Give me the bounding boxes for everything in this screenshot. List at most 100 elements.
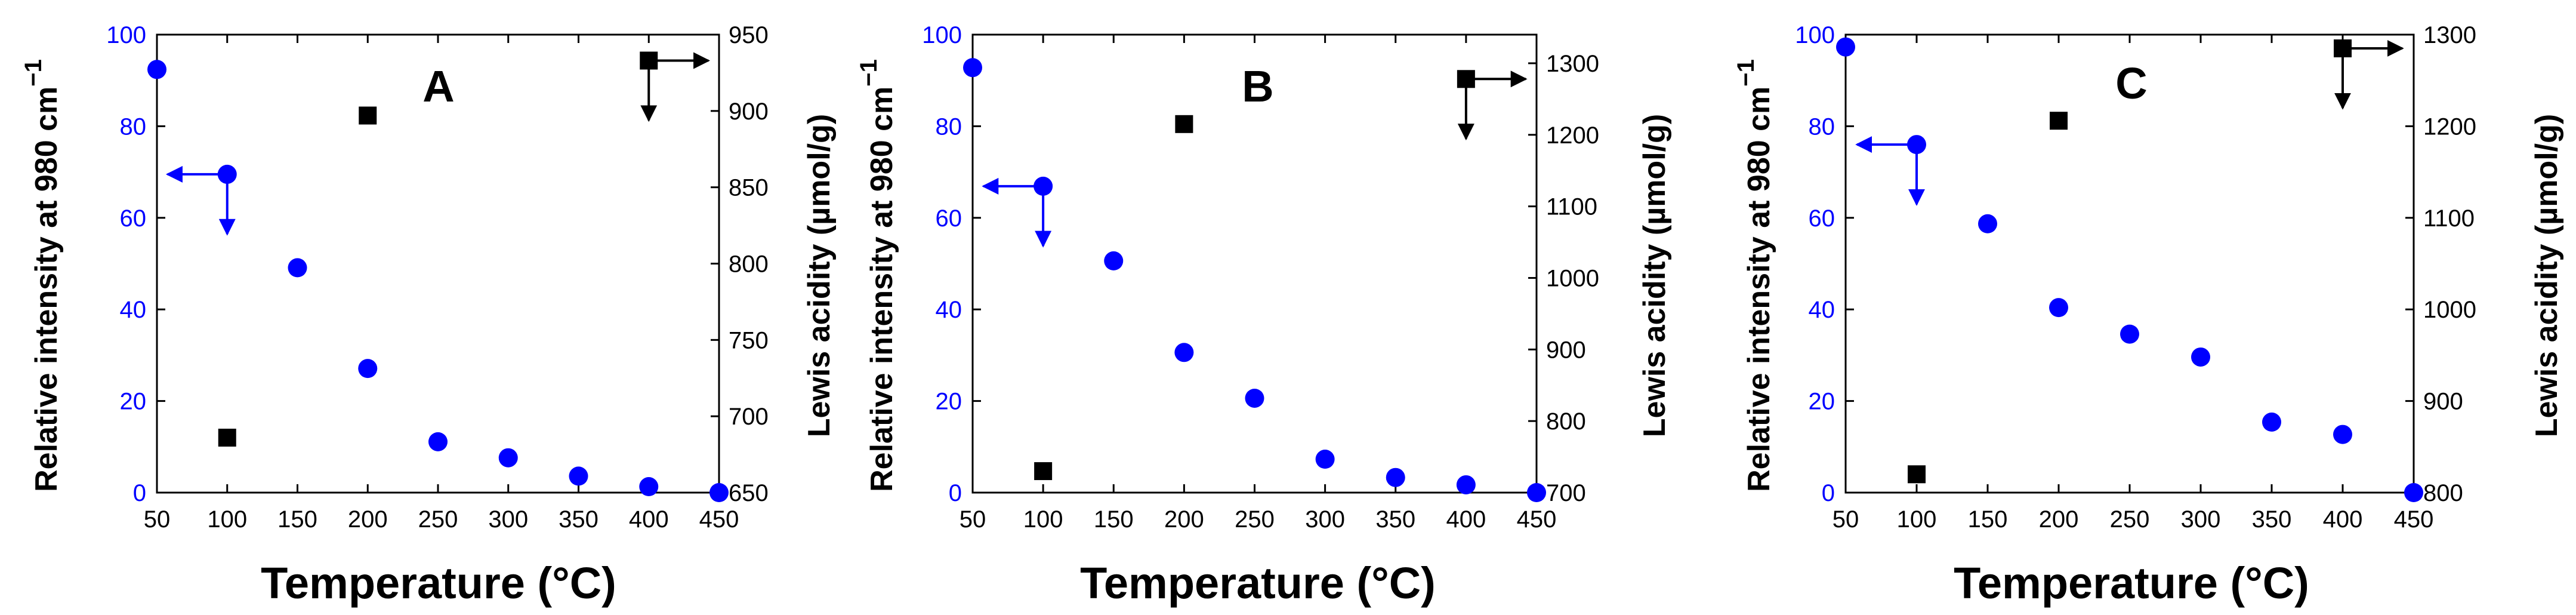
- relative-intensity-point: [963, 58, 982, 78]
- x-tick-label: 450: [699, 506, 739, 533]
- y-left-axis-title-text: Relative intensity at 980 cm: [29, 87, 64, 492]
- x-tick-label: 300: [488, 506, 528, 533]
- x-tick-label: 350: [559, 506, 599, 533]
- x-tick-label: 450: [1517, 506, 1557, 533]
- y-right-tick-label: 700: [1546, 480, 1586, 506]
- y-left-tick-label: 0: [1822, 480, 1835, 506]
- x-tick-label: 450: [2394, 506, 2434, 533]
- relative-intensity-point: [1386, 468, 1405, 487]
- chart-panel-c: 50 100 150 200 250 300 350 400 450 0 20 40 60 80 100 80…: [1733, 22, 2564, 608]
- y-left-axis-title-text: Relative intensity at 980 cm: [1742, 87, 1776, 492]
- x-tick-label: 350: [1375, 506, 1415, 533]
- y-left-tick-label: 100: [922, 22, 962, 48]
- y-left-tick-label: 100: [1795, 22, 1835, 48]
- relative-intensity-point: [1174, 343, 1194, 362]
- relative-intensity-point: [1245, 388, 1264, 408]
- lewis-acidity-point: [359, 106, 377, 125]
- relative-intensity-point: [1527, 483, 1546, 502]
- y-right-tick-label: 1200: [1546, 122, 1599, 149]
- y-right-tick-label: 750: [729, 327, 769, 353]
- relative-intensity-point: [2262, 412, 2281, 432]
- relative-intensity-point: [639, 477, 659, 497]
- y-left-axis-title-superscript: −1: [856, 59, 882, 87]
- y-right-tick-label: 700: [729, 404, 769, 430]
- x-axis-title: Temperature (°C): [1954, 558, 2309, 608]
- x-tick-label: 150: [1094, 506, 1134, 533]
- x-tick-label: 400: [1446, 506, 1486, 533]
- relative-intensity-point: [2049, 298, 2068, 318]
- x-tick-label: 250: [418, 506, 458, 533]
- y-right-tick-label: 1200: [2423, 113, 2476, 140]
- y-left-tick-label: 60: [936, 205, 962, 232]
- relative-intensity-point: [709, 483, 729, 502]
- y-right-tick-label: 900: [729, 99, 769, 125]
- y-right-axis-title: Lewis acidity (µmol/g): [2529, 114, 2564, 437]
- relative-intensity-point: [1836, 37, 1855, 57]
- y-right-tick-label: 800: [2423, 480, 2463, 506]
- x-tick-label: 100: [207, 506, 247, 533]
- y-right-tick-label: 1100: [2423, 205, 2475, 232]
- y-right-tick-label: 1000: [1546, 265, 1599, 291]
- x-tick-label: 350: [2252, 506, 2292, 533]
- x-tick-label: 150: [1968, 506, 2008, 533]
- relative-intensity-point: [2404, 483, 2423, 502]
- relative-intensity-point: [358, 359, 378, 379]
- y-left-tick-label: 40: [1809, 297, 1835, 323]
- x-tick-label: 100: [1897, 506, 1937, 533]
- y-left-tick-label: 20: [120, 389, 147, 415]
- y-left-tick-label: 20: [1809, 389, 1835, 415]
- x-tick-label: 200: [2039, 506, 2079, 533]
- y-left-tick-label: 0: [133, 480, 146, 506]
- x-tick-label: 100: [1023, 506, 1063, 533]
- relative-intensity-point: [428, 432, 448, 451]
- y-left-tick-label: 60: [120, 205, 147, 232]
- y-left-tick-label: 20: [936, 389, 962, 415]
- x-tick-label: 50: [144, 506, 171, 533]
- y-right-tick-label: 950: [729, 22, 769, 48]
- x-tick-label: 250: [1235, 506, 1275, 533]
- x-tick-label: 50: [960, 506, 986, 533]
- relative-intensity-point: [498, 448, 518, 468]
- y-left-axis-title: Relative intensity at 980 cm−1: [856, 59, 899, 492]
- y-left-tick-label: 0: [949, 480, 962, 506]
- relative-intensity-point: [2120, 324, 2139, 344]
- chart-panel-b: 50 100 150 200 250 300 350 400 450 0 20 40 60 80 100 70…: [856, 22, 1672, 608]
- relative-intensity-point: [2333, 425, 2352, 444]
- y-right-tick-label: 850: [729, 175, 769, 201]
- x-tick-label: 200: [348, 506, 388, 533]
- y-left-axis-title-superscript: −1: [1733, 59, 1759, 87]
- relative-intensity-point: [1456, 475, 1476, 494]
- lewis-acidity-point: [2050, 112, 2068, 130]
- x-tick-label: 50: [1832, 506, 1859, 533]
- x-tick-label: 400: [629, 506, 669, 533]
- lewis-acidity-point: [1175, 115, 1193, 133]
- y-left-tick-label: 100: [106, 22, 146, 48]
- y-right-tick-label: 800: [1546, 408, 1586, 435]
- y-right-axis-title: Lewis acidity (µmol/g): [802, 114, 837, 437]
- x-tick-label: 250: [2110, 506, 2150, 533]
- y-right-tick-label: 900: [2423, 389, 2463, 415]
- y-right-axis-title: Lewis acidity (µmol/g): [1637, 114, 1672, 437]
- x-tick-label: 300: [1305, 506, 1345, 533]
- y-right-tick-label: 900: [1546, 337, 1586, 363]
- y-left-tick-label: 80: [936, 113, 962, 140]
- relative-intensity-point: [1104, 251, 1124, 270]
- y-right-tick-label: 1100: [1546, 194, 1597, 220]
- relative-intensity-point: [569, 466, 588, 486]
- y-right-tick-label: 1000: [2423, 297, 2476, 323]
- chart-panel-a: 50 100 150 200 250 300 350 400 450 0 20 40 60 80 100 65…: [20, 22, 837, 608]
- x-tick-label: 300: [2181, 506, 2221, 533]
- y-left-axis-title: Relative intensity at 980 cm−1: [20, 59, 64, 492]
- panel-label: B: [1242, 61, 1273, 111]
- y-right-tick-label: 650: [729, 480, 769, 506]
- y-left-axis-title: Relative intensity at 980 cm−1: [1733, 59, 1776, 492]
- lewis-acidity-point: [218, 428, 236, 447]
- panel-label: C: [2115, 59, 2147, 108]
- y-right-tick-label: 1300: [1546, 51, 1599, 77]
- relative-intensity-point: [2191, 347, 2210, 367]
- x-tick-label: 150: [277, 506, 317, 533]
- y-left-tick-label: 40: [120, 297, 147, 323]
- y-left-axis-title-superscript: −1: [20, 59, 47, 87]
- panel-label: A: [422, 61, 454, 111]
